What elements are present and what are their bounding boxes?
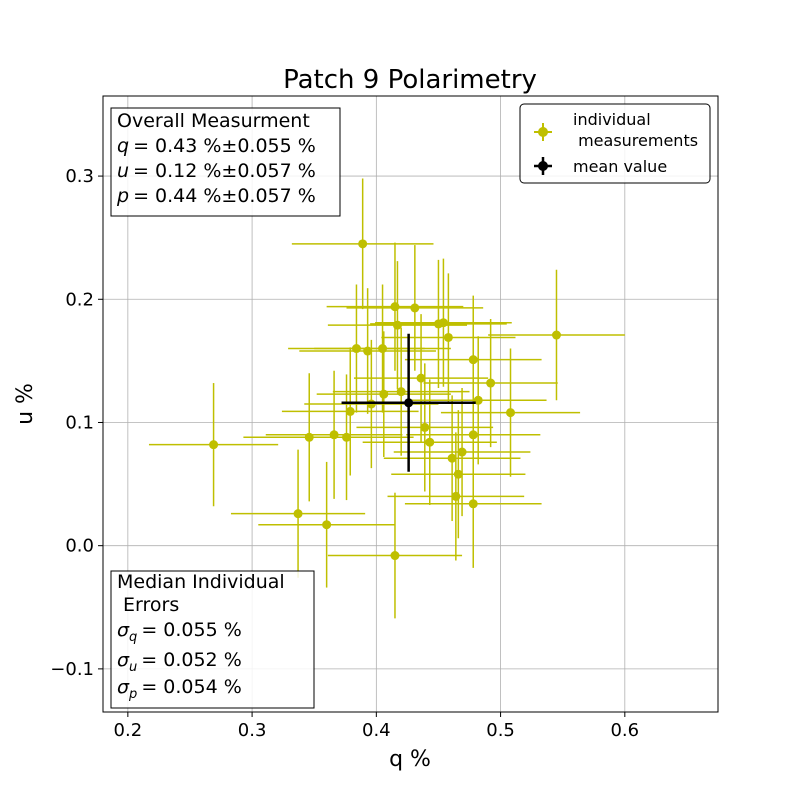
point-marker — [342, 432, 352, 442]
measurement-point — [393, 387, 531, 517]
point-marker — [453, 469, 463, 479]
measurement-point — [148, 383, 279, 507]
legend-label-individual-line1: individual — [573, 110, 651, 129]
overall-p-line: p = 0.44 %±0.057 % — [116, 185, 316, 207]
measurement-point — [409, 336, 547, 465]
measurement-point — [383, 395, 521, 522]
chart-title: Patch 9 Polarimetry — [283, 65, 537, 95]
sigma-p-value: = 0.054 % — [141, 676, 241, 698]
point-marker — [358, 239, 368, 249]
sigma-q-line: σq = 0.055 % — [117, 619, 242, 645]
overall-measurement-box: Overall Measurment q = 0.43 %±0.055 % u = … — [110, 107, 341, 217]
plot-frame — [102, 95, 719, 713]
axis-ticks: 0.2 0.3 0.4 0.5 0.6 −0.1 0.0 0.1 0.2 0.3 — [50, 166, 639, 741]
y-tick-label: 0.3 — [65, 166, 94, 187]
x-tick-label: 0.6 — [610, 720, 639, 741]
sigma-u-value: = 0.052 % — [141, 649, 241, 671]
point-marker — [293, 509, 303, 519]
point-marker — [410, 303, 420, 313]
legend: individual measurements mean value — [519, 103, 711, 184]
point-marker — [468, 499, 478, 509]
point-marker — [390, 551, 400, 561]
y-tick-label: 0.2 — [65, 289, 94, 310]
measurement-point — [391, 410, 526, 539]
mean-point — [341, 333, 476, 472]
legend-label-mean: mean value — [573, 157, 667, 176]
point-marker — [420, 422, 430, 432]
point-marker — [447, 453, 457, 463]
sigma-u-line: σu = 0.052 % — [117, 649, 242, 675]
data-points — [148, 178, 625, 619]
point-marker — [404, 398, 414, 408]
x-tick-label: 0.4 — [362, 720, 391, 741]
sigma-symbol: σ — [117, 649, 130, 671]
point-marker — [438, 318, 448, 328]
p-value: = 0.44 %±0.057 % — [133, 185, 316, 207]
legend-marker-mean — [534, 157, 552, 175]
measurement-point — [404, 439, 542, 568]
u-value: = 0.12 %±0.057 % — [133, 160, 316, 182]
point-marker — [468, 355, 478, 365]
sigma-q-value: = 0.055 % — [141, 619, 241, 641]
sigma-symbol: σ — [117, 619, 130, 641]
mean-value-point — [341, 333, 476, 472]
legend-marker-individual — [534, 123, 552, 141]
median-title-line2: Errors — [117, 594, 179, 616]
sigma-p-line: σp = 0.054 % — [117, 676, 242, 702]
point-marker — [443, 332, 453, 342]
measurement-point — [440, 348, 581, 477]
sigma-u-sub: u — [129, 660, 137, 675]
measurement-point — [423, 318, 558, 448]
x-tick-label: 0.2 — [114, 720, 143, 741]
y-tick-label: 0.0 — [65, 536, 94, 557]
measurement-point — [279, 374, 414, 501]
measurement-point — [375, 258, 512, 387]
point-marker — [396, 387, 406, 397]
measurement-point — [281, 347, 419, 476]
point-marker — [378, 344, 388, 354]
overall-title: Overall Measurment — [117, 110, 310, 132]
measurement-point — [291, 178, 434, 310]
measurement-point — [353, 314, 489, 443]
sigma-symbol: σ — [117, 676, 130, 698]
measurement-point — [230, 449, 366, 578]
measurement-point — [327, 492, 463, 619]
point-marker — [425, 437, 435, 447]
point-marker — [473, 395, 483, 405]
q-value: = 0.43 %±0.055 % — [133, 135, 316, 157]
median-errors-box: Median Individual Errors σq = 0.055 % σu =… — [110, 570, 315, 709]
measurement-point — [258, 461, 395, 588]
measurement-point — [346, 245, 484, 371]
point-marker — [322, 520, 332, 530]
u-symbol: u — [117, 160, 129, 182]
x-axis-label: q % — [389, 747, 431, 772]
median-title-line1: Median Individual — [117, 571, 285, 593]
y-tick-label: −0.1 — [50, 659, 94, 680]
point-marker — [457, 447, 467, 457]
point-marker — [551, 330, 561, 340]
measurement-point — [356, 363, 494, 492]
x-tick-label: 0.5 — [486, 720, 515, 741]
p-symbol: p — [116, 185, 129, 207]
measurement-point — [488, 269, 625, 401]
x-tick-label: 0.3 — [238, 720, 267, 741]
overall-u-line: u = 0.12 %±0.057 % — [117, 160, 316, 182]
y-tick-label: 0.1 — [65, 412, 94, 433]
point-marker — [209, 440, 219, 450]
measurement-point — [299, 288, 436, 414]
point-marker — [486, 378, 496, 388]
point-marker — [506, 408, 516, 418]
measurement-point — [332, 327, 470, 456]
sigma-p-sub: p — [128, 687, 137, 702]
y-axis-label: u % — [13, 383, 38, 425]
measurement-point — [381, 273, 516, 402]
overall-q-line: q = 0.43 %±0.055 % — [117, 135, 316, 157]
point-marker — [345, 406, 355, 416]
point-marker — [468, 430, 478, 440]
point-marker — [416, 373, 426, 383]
legend-label-individual-line2: measurements — [573, 131, 698, 150]
sigma-q-sub: q — [129, 630, 137, 645]
q-symbol: q — [117, 135, 129, 157]
